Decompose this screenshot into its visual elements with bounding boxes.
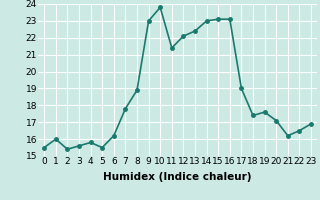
X-axis label: Humidex (Indice chaleur): Humidex (Indice chaleur)	[103, 172, 252, 182]
